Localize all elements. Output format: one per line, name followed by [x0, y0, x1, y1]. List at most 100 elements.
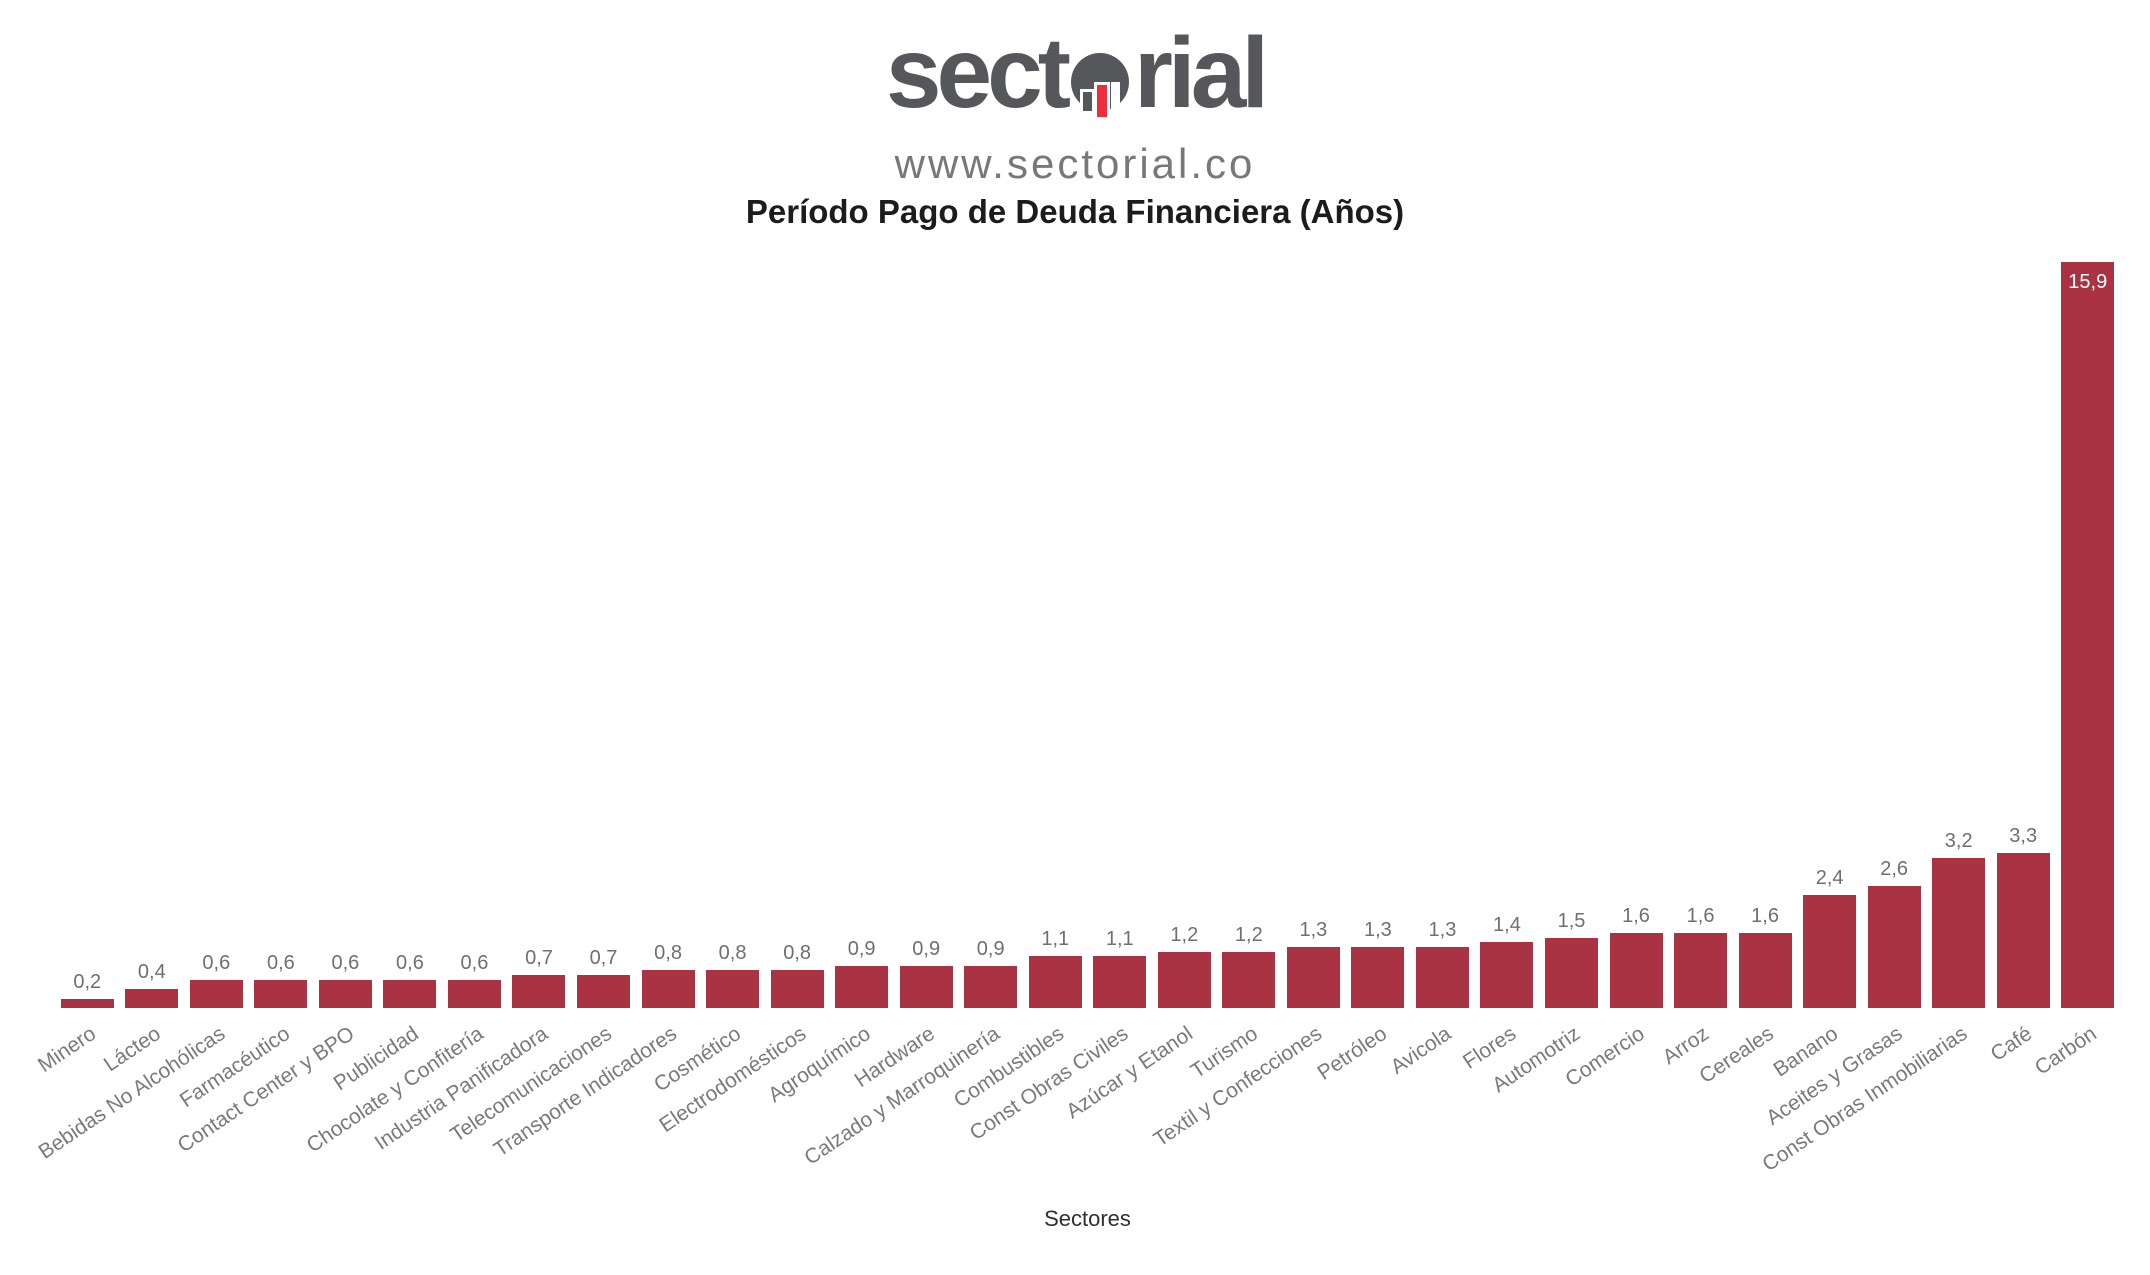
bar-column: 2,6 Aceites y Grasas	[1763, 215, 1927, 1130]
x-axis-title: Sectores	[1044, 1206, 1131, 1231]
bar	[641, 970, 695, 1008]
bar: 15,9	[2061, 262, 2115, 1008]
bar-column: 0,9 Agroquímico	[764, 215, 894, 1107]
bar-column: 1,1 Combustibles	[950, 215, 1088, 1112]
bar-value-label: 2,6	[1880, 858, 1909, 880]
bar-column: 0,8 Cosmético	[650, 215, 765, 1097]
bar	[1867, 886, 1921, 1008]
bar-column: 3,2 Const Obras Inmobiliarias	[1758, 215, 1991, 1176]
bar-value-label: 1,2	[1170, 924, 1199, 946]
bar-column: 1,6 Comercio	[1562, 215, 1669, 1091]
bar-column: 1,3 Petróleo	[1313, 215, 1411, 1085]
bar	[1286, 947, 1340, 1008]
bar-value-label: 0,9	[976, 938, 1005, 960]
bar-column: 1,3 Textil y Confecciones	[1150, 215, 1346, 1151]
bar-column: 0,7 Telecomunicaciones	[447, 215, 636, 1147]
bar	[254, 980, 308, 1008]
logo-white-bar-icon	[1111, 82, 1121, 111]
bar-column: 1,2 Azúcar y Etanol	[1062, 215, 1217, 1123]
bar	[318, 980, 372, 1008]
bar-value-label: 2,4	[1815, 867, 1844, 889]
bar-column: 0,6 Farmacéutico	[175, 215, 314, 1112]
x-axis-tick-label: Avicola	[1386, 1022, 1456, 1079]
bar-column: 1,1 Const Obras Civiles	[966, 215, 1153, 1145]
x-axis-tick-label: Cereales	[1695, 1022, 1778, 1089]
bar	[125, 989, 179, 1008]
bar-column: 1,5 Automotriz	[1488, 215, 1604, 1097]
bar-column: 0,6 Bebidas No Alcohólicas	[34, 215, 249, 1164]
bar	[899, 966, 953, 1008]
bar-value-label: 1,3	[1299, 919, 1328, 941]
bar-column: 1,2 Turismo	[1187, 215, 1282, 1083]
bar	[1028, 956, 1082, 1008]
bar-value-label: 0,6	[460, 952, 489, 974]
bar-value-label: 0,6	[331, 952, 360, 974]
bar	[577, 975, 631, 1008]
bar-column: 1,4 Flores	[1459, 215, 1540, 1074]
bar-value-label: 0,6	[266, 952, 295, 974]
bar-column: 1,6 Arroz	[1659, 215, 1733, 1069]
bar	[964, 966, 1018, 1008]
website-url: www.sectorial.co	[894, 140, 1256, 187]
bar-value-label: 0,2	[73, 971, 102, 993]
bar-column: 3,3 Café	[1986, 215, 2056, 1066]
bar-value-label: 1,1	[1041, 928, 1070, 950]
x-axis-tick-label: Carbón	[2030, 1022, 2101, 1080]
bar-value-label: 1,6	[1751, 905, 1779, 927]
bar-column: 2,4 Banano	[1770, 215, 1862, 1082]
logo-red-bar-icon	[1094, 82, 1111, 117]
bar	[770, 970, 824, 1008]
bar-column: 1,6 Cereales	[1695, 215, 1798, 1088]
bar-value-label: 1,6	[1686, 905, 1715, 927]
chart-title: Período Pago de Deuda Financiera (Años)	[745, 193, 1405, 230]
bar	[1093, 956, 1147, 1008]
bar	[1738, 933, 1792, 1008]
bar-value-label: 1,3	[1428, 919, 1457, 941]
bar	[60, 999, 114, 1008]
bar-column: 0,6 Contact Center y BPO	[173, 215, 378, 1157]
bar-value-label: 0,4	[137, 961, 166, 983]
bar	[447, 980, 501, 1008]
bar-value-label: 1,2	[1234, 924, 1263, 946]
bar-value-label: 0,7	[525, 947, 553, 969]
bar-value-label: 1,1	[1105, 928, 1134, 950]
bar-column: 0,8 Electrodomésticos	[655, 215, 830, 1137]
bar	[189, 980, 243, 1008]
bar-column: 1,3 Avicola	[1387, 215, 1475, 1079]
logo-text-right: rial	[1134, 17, 1269, 129]
bar	[1803, 895, 1857, 1008]
bar	[1415, 947, 1469, 1008]
bar	[835, 966, 889, 1008]
bar-column: 0,7 Industria Panificadora	[371, 215, 572, 1155]
bar-value-label: 0,9	[912, 938, 941, 960]
bar-value-label: 0,8	[718, 942, 747, 964]
bar-column: 15,9 Carbón	[2031, 215, 2120, 1080]
bar	[1480, 942, 1534, 1008]
bar	[1351, 947, 1405, 1008]
bar-value-label: 0,8	[654, 942, 682, 964]
x-axis-tick-label: Petróleo	[1313, 1022, 1391, 1085]
bar	[1157, 952, 1211, 1008]
x-axis-tick-label: Café	[1986, 1022, 2037, 1066]
bar-value-label: 1,3	[1363, 919, 1392, 941]
bar-chart-plot-area: 0,2 Minero 0,4 Lácteo 0,6 Bebidas No Alcohóli…	[34, 215, 2120, 1176]
bar-column: 0,6 Publicidad	[330, 215, 443, 1095]
bar-column: 0,4 Lácteo	[100, 215, 185, 1076]
bar-value-label: 3,3	[2009, 825, 2038, 847]
bar-column: 0,9 Hardware	[851, 215, 959, 1092]
bar	[1544, 938, 1598, 1008]
sectorial-logo: sect rial	[0, 18, 2150, 128]
bar	[1222, 952, 1276, 1008]
bar-value-label: 0,6	[396, 952, 424, 974]
bar	[1996, 853, 2050, 1008]
bar-column: 0,8 Transporte Indicadores	[490, 215, 701, 1161]
bar-value-label: 1,6	[1622, 905, 1650, 927]
bar	[1932, 858, 1986, 1008]
bar	[512, 975, 566, 1008]
bar-value-label: 15,9	[2068, 271, 2108, 293]
bar-value-label: 0,7	[589, 947, 618, 969]
bar-column: 0,9 Calzado y Marroquinería	[800, 215, 1023, 1170]
bar-value-label: 0,6	[202, 952, 231, 974]
bar-value-label: 0,8	[783, 942, 812, 964]
